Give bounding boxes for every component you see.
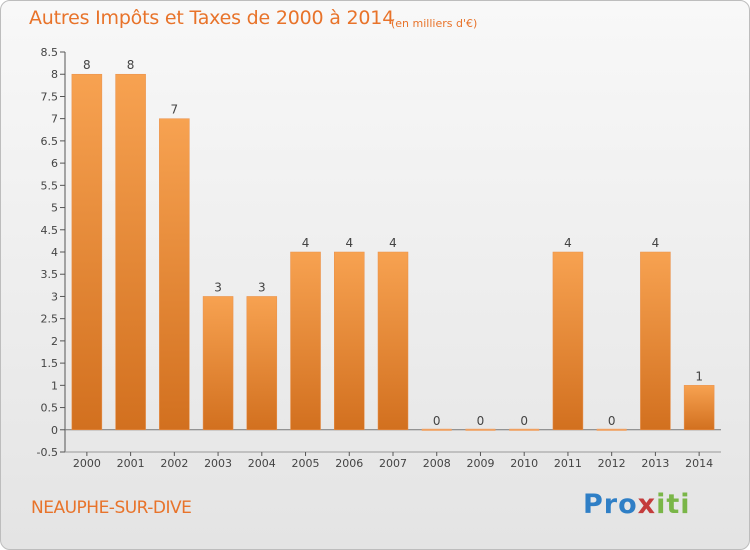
x-tick-label-2011: 2011 xyxy=(554,457,582,470)
value-label-2003: 3 xyxy=(214,280,222,294)
bar-2005 xyxy=(290,251,321,431)
bar-2001 xyxy=(115,73,146,431)
value-label-2014: 1 xyxy=(695,369,703,383)
x-tick-label-2002: 2002 xyxy=(160,457,188,470)
x-tick-label-2001: 2001 xyxy=(117,457,145,470)
value-label-2005: 4 xyxy=(302,236,310,250)
x-tick-label-2013: 2013 xyxy=(641,457,669,470)
x-tick-label-2000: 2000 xyxy=(73,457,101,470)
bar-2002 xyxy=(159,118,190,431)
value-label-2011: 4 xyxy=(564,236,572,250)
y-tick-label: 5 xyxy=(51,202,58,215)
bar-2006 xyxy=(334,251,365,431)
y-tick-label: 4.5 xyxy=(41,224,59,237)
x-tick-label-2010: 2010 xyxy=(510,457,538,470)
bar-2009 xyxy=(465,428,496,431)
value-label-2009: 0 xyxy=(477,414,485,428)
proxiti-logo[interactable]: Proxiti xyxy=(583,489,691,520)
y-tick-label: 1 xyxy=(51,379,58,392)
value-label-2006: 4 xyxy=(345,236,353,250)
x-tick-label-2012: 2012 xyxy=(598,457,626,470)
y-tick-label: 2 xyxy=(51,335,58,348)
bar-2008 xyxy=(421,428,452,431)
y-tick-label: 0.5 xyxy=(41,402,59,415)
y-ticks: 8.5 8 7.5 7 6.5 6 5.5 5 4.5 4 3.5 3 2.5 2 1.5 1 0.5 0 -0.5 xyxy=(37,46,65,459)
x-ticks: 2000 2001 2002 2003 2004 2005 2006 2007 2008 2009… xyxy=(73,452,713,470)
value-label-2002: 7 xyxy=(171,103,179,117)
value-label-2012: 0 xyxy=(608,414,616,428)
chart-title: Autres Impôts et Taxes de 2000 à 2014 xyxy=(29,7,395,29)
y-tick-label: 5.5 xyxy=(41,179,59,192)
y-tick-label: 1.5 xyxy=(41,357,59,370)
location-name: NEAUPHE-SUR-DIVE xyxy=(31,498,192,518)
x-tick-label-2004: 2004 xyxy=(248,457,276,470)
x-tick-label-2009: 2009 xyxy=(466,457,494,470)
value-label-2000: 8 xyxy=(83,58,91,72)
y-tick-label: 7.5 xyxy=(41,90,59,103)
chart-subtitle: (en milliers d'€) xyxy=(391,17,478,30)
value-label-2008: 0 xyxy=(433,414,441,428)
y-tick-label: 6.5 xyxy=(41,135,59,148)
bar-2004 xyxy=(246,296,278,431)
y-tick-label: 6 xyxy=(51,157,58,170)
y-tick-label: 8.5 xyxy=(41,46,59,59)
bar-2010 xyxy=(509,428,540,431)
bars xyxy=(71,73,715,431)
value-label-2007: 4 xyxy=(389,236,397,250)
bar-2014 xyxy=(683,385,715,431)
value-label-2001: 8 xyxy=(127,58,135,72)
y-tick-label: 3.5 xyxy=(41,268,59,281)
y-tick-label: 4 xyxy=(51,246,58,259)
x-tick-label-2014: 2014 xyxy=(685,457,713,470)
x-tick-label-2007: 2007 xyxy=(379,457,407,470)
y-tick-label: 3 xyxy=(51,290,58,303)
bar-2000 xyxy=(71,73,103,431)
y-tick-label: 0 xyxy=(51,424,58,437)
y-tick-label: 2.5 xyxy=(41,313,59,326)
bar-2007 xyxy=(377,251,409,431)
x-tick-label-2003: 2003 xyxy=(204,457,232,470)
value-label-2010: 0 xyxy=(520,414,528,428)
x-tick-label-2008: 2008 xyxy=(423,457,451,470)
bar-2013 xyxy=(640,251,671,431)
bar-2012 xyxy=(596,428,627,431)
x-tick-label-2005: 2005 xyxy=(292,457,320,470)
x-tick-label-2006: 2006 xyxy=(335,457,363,470)
y-tick-label: 8 xyxy=(51,68,58,81)
bar-2011 xyxy=(552,251,584,431)
value-labels: 8 8 7 3 3 4 4 4 0 0 0 4 0 4 1 xyxy=(83,58,703,428)
value-label-2004: 3 xyxy=(258,280,266,294)
bar-2003 xyxy=(202,296,234,431)
value-label-2013: 4 xyxy=(652,236,660,250)
y-tick-label: 7 xyxy=(51,113,58,126)
y-tick-label: -0.5 xyxy=(37,446,58,459)
